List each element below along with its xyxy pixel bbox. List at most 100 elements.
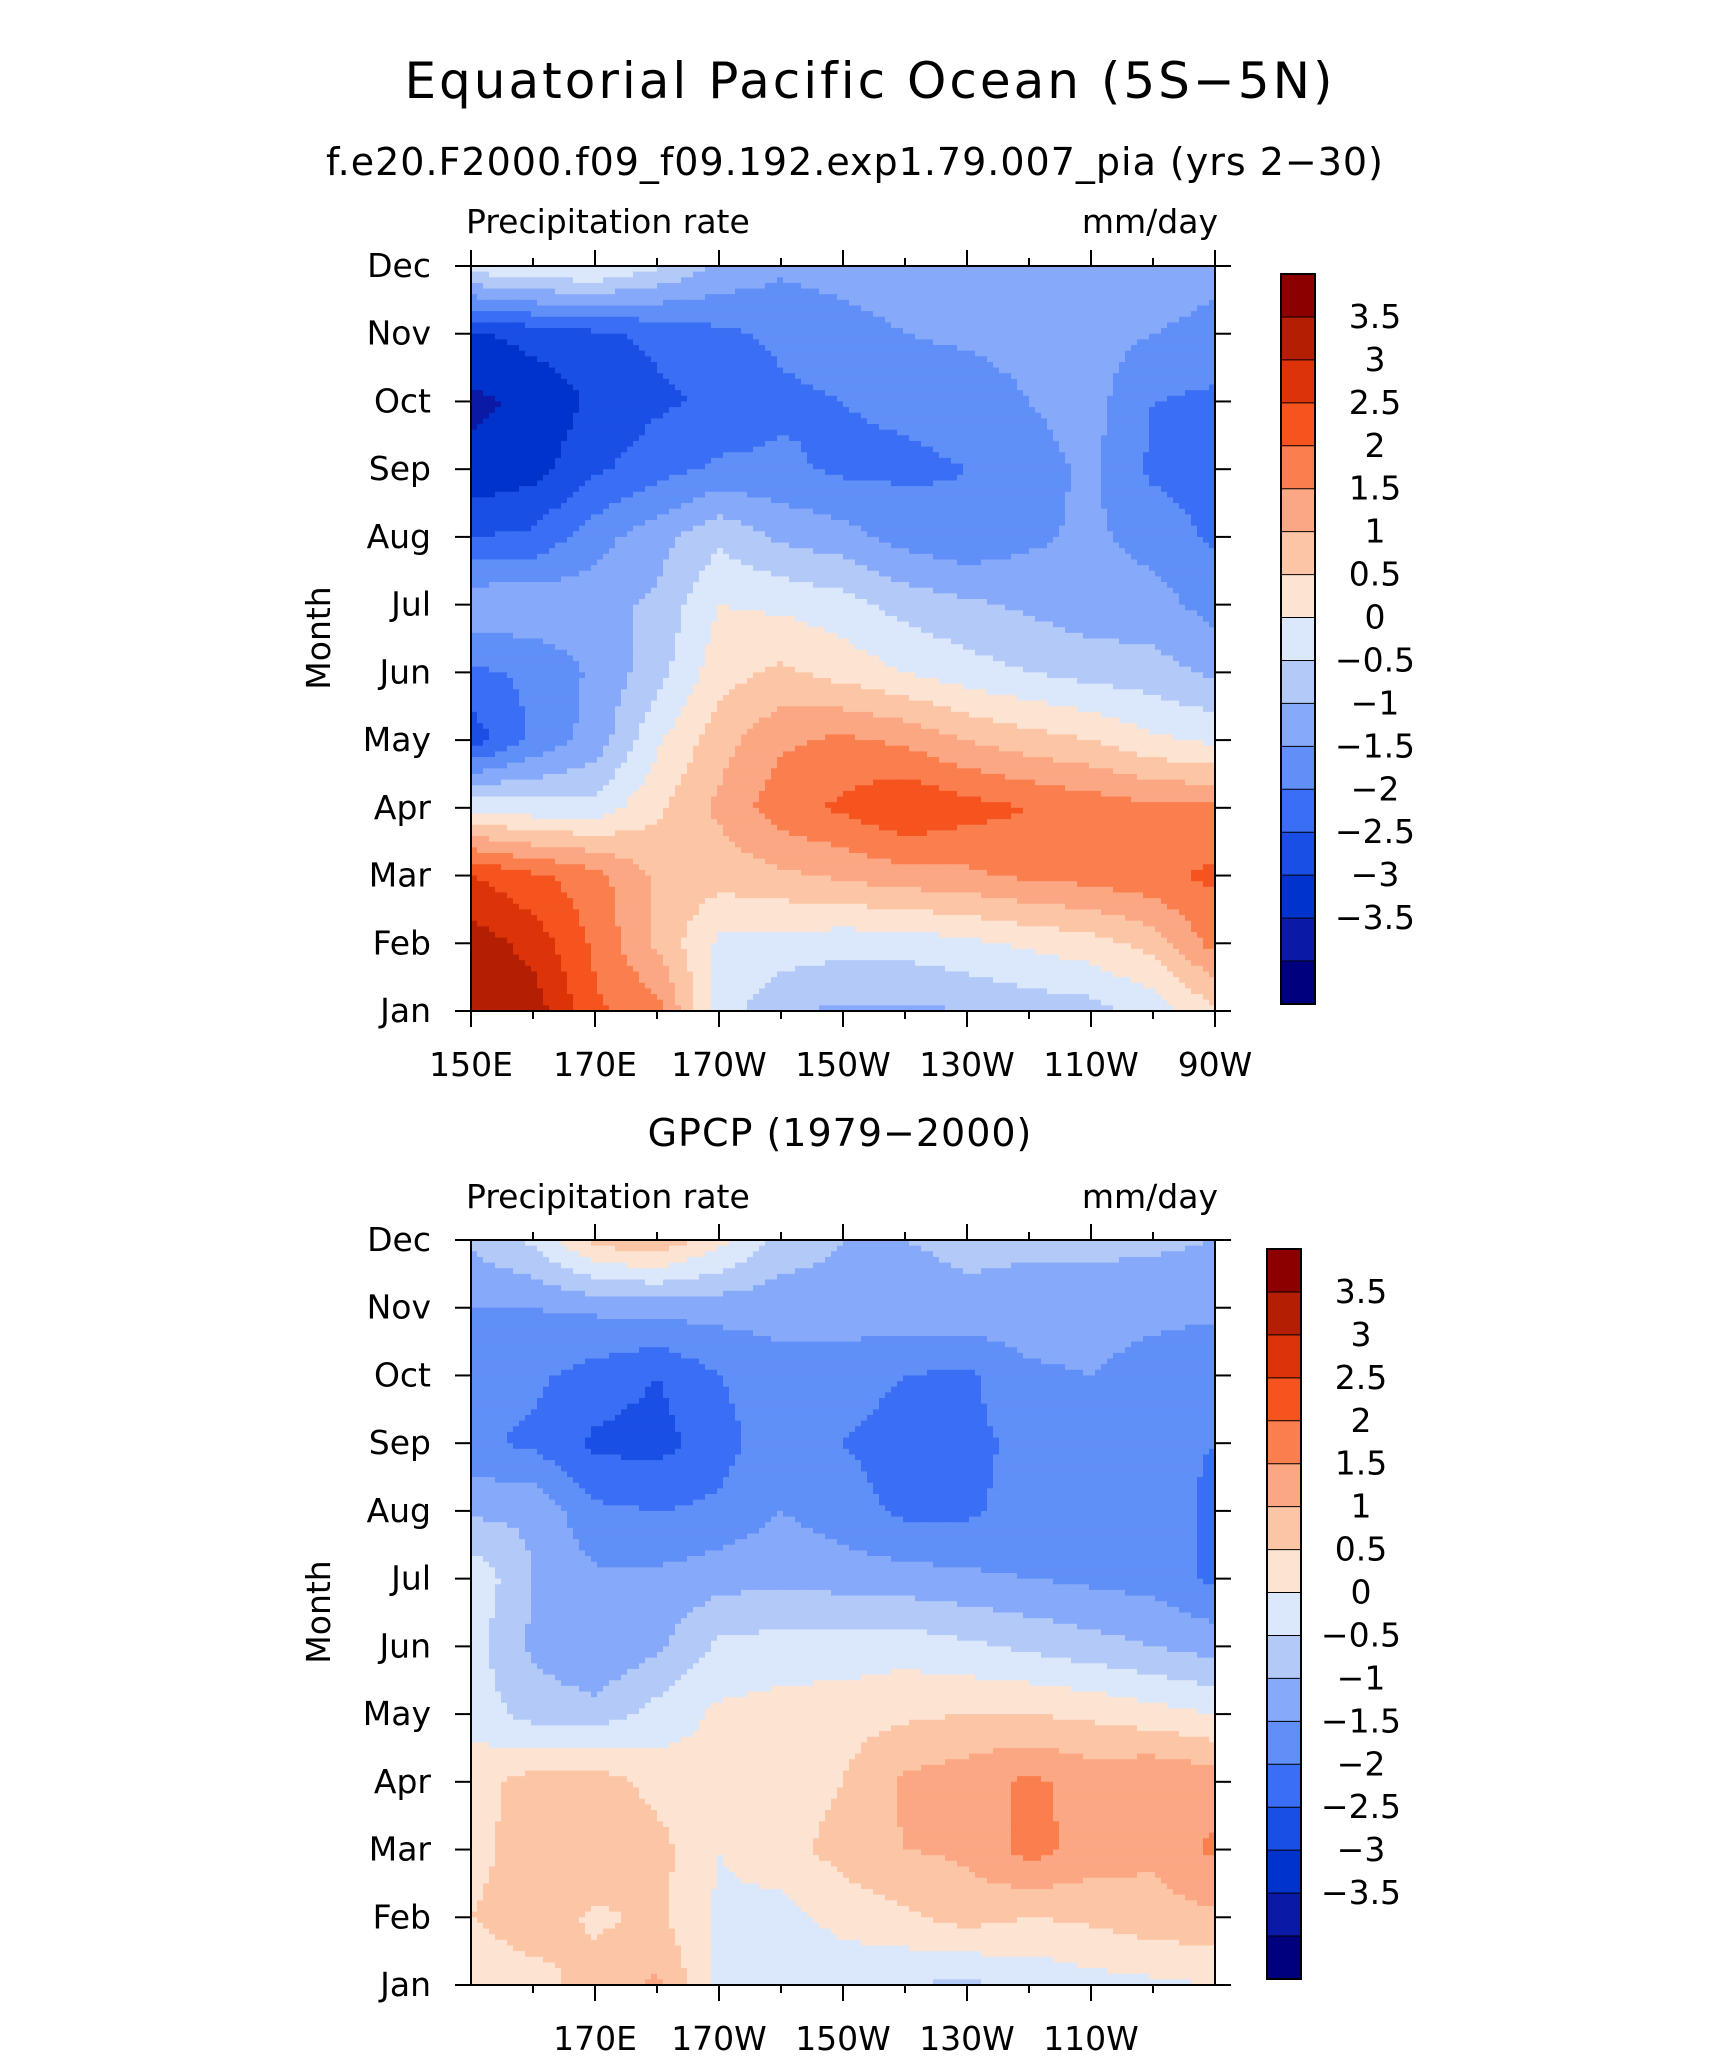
- contour-cell: [933, 480, 940, 486]
- contour-cell: [669, 486, 676, 492]
- contour-cell: [921, 328, 928, 334]
- contour-cell: [951, 418, 958, 424]
- contour-cell: [579, 334, 586, 340]
- contour-cell: [627, 351, 634, 357]
- contour-cell: [969, 390, 976, 396]
- contour-cell: [903, 322, 910, 328]
- contour-cell: [771, 294, 778, 300]
- contour-cell: [1059, 435, 1066, 441]
- contour-cell: [849, 373, 856, 379]
- contour-cell: [915, 322, 922, 328]
- contour-cell: [543, 334, 550, 340]
- contour-cell: [645, 272, 652, 278]
- contour-cell: [501, 464, 508, 470]
- contour-cell: [957, 345, 964, 351]
- contour-cell: [1023, 441, 1030, 447]
- contour-cell: [843, 390, 850, 396]
- contour-cell: [915, 283, 922, 289]
- contour-cell: [1107, 464, 1114, 470]
- contour-cell: [687, 272, 694, 278]
- contour-cell: [1167, 322, 1174, 328]
- contour-cell: [675, 322, 682, 328]
- contour-cell: [789, 294, 796, 300]
- contour-cell: [1149, 345, 1156, 351]
- contour-cell: [657, 311, 664, 317]
- contour-cell: [1155, 407, 1162, 413]
- contour-cell: [513, 339, 520, 345]
- contour-cell: [507, 362, 514, 368]
- contour-cell: [543, 306, 550, 312]
- contour-cell: [507, 322, 514, 328]
- contour-cell: [945, 464, 952, 470]
- contour-cell: [825, 306, 832, 312]
- contour-cell: [1017, 413, 1024, 419]
- contour-cell: [831, 413, 838, 419]
- contour-cell: [519, 441, 526, 447]
- contour-cell: [975, 464, 982, 470]
- contour-cell: [891, 424, 898, 430]
- contour-cell: [657, 373, 664, 379]
- contour-cell: [861, 345, 868, 351]
- contour-cell: [651, 311, 658, 317]
- contour-cell: [747, 351, 754, 357]
- contour-cell: [1101, 322, 1108, 328]
- contour-cell: [705, 311, 712, 317]
- contour-cell: [825, 379, 832, 385]
- contour-cell: [1107, 447, 1114, 453]
- contour-cell: [705, 390, 712, 396]
- contour-cell: [705, 441, 712, 447]
- contour-cell: [963, 447, 970, 453]
- contour-cell: [759, 413, 766, 419]
- contour-cell: [1089, 435, 1096, 441]
- contour-cell: [759, 283, 766, 289]
- contour-cell: [639, 430, 646, 436]
- contour-cell: [867, 441, 874, 447]
- contour-cell: [1065, 424, 1072, 430]
- contour-cell: [897, 362, 904, 368]
- contour-cell: [837, 430, 844, 436]
- contour-cell: [651, 373, 658, 379]
- contour-cell: [1173, 390, 1180, 396]
- contour-cell: [1173, 413, 1180, 419]
- contour-cell: [1029, 396, 1036, 402]
- contour-cell: [801, 401, 808, 407]
- contour-cell: [1101, 441, 1108, 447]
- contour-cell: [933, 458, 940, 464]
- contour-cell: [507, 441, 514, 447]
- contour-cell: [1119, 396, 1126, 402]
- contour-cell: [933, 469, 940, 475]
- contour-cell: [1131, 486, 1138, 492]
- contour-cell: [789, 379, 796, 385]
- contour-cell: [1005, 322, 1012, 328]
- contour-cell: [705, 368, 712, 374]
- contour-cell: [1065, 334, 1072, 340]
- contour-cell: [657, 407, 664, 413]
- contour-cell: [867, 447, 874, 453]
- contour-cell: [1041, 401, 1048, 407]
- contour-cell: [609, 272, 616, 278]
- contour-cell: [735, 362, 742, 368]
- contour-cell: [741, 385, 748, 391]
- contour-cell: [1041, 362, 1048, 368]
- contour-cell: [1179, 362, 1186, 368]
- contour-cell: [867, 362, 874, 368]
- contour-cell: [735, 469, 742, 475]
- contour-cell: [651, 356, 658, 362]
- contour-cell: [1083, 339, 1090, 345]
- contour-cell: [921, 469, 928, 475]
- contour-cell: [993, 385, 1000, 391]
- contour-cell: [747, 396, 754, 402]
- contour-cell: [765, 401, 772, 407]
- contour-cell: [705, 283, 712, 289]
- contour-cell: [837, 294, 844, 300]
- contour-cell: [1125, 396, 1132, 402]
- contour-cell: [993, 390, 1000, 396]
- contour-cell: [627, 385, 634, 391]
- contour-cell: [723, 447, 730, 453]
- contour-cell: [585, 334, 592, 340]
- contour-cell: [777, 458, 784, 464]
- contour-cell: [1119, 317, 1126, 323]
- contour-cell: [1059, 373, 1066, 379]
- contour-cell: [1113, 283, 1120, 289]
- contour-cell: [489, 424, 496, 430]
